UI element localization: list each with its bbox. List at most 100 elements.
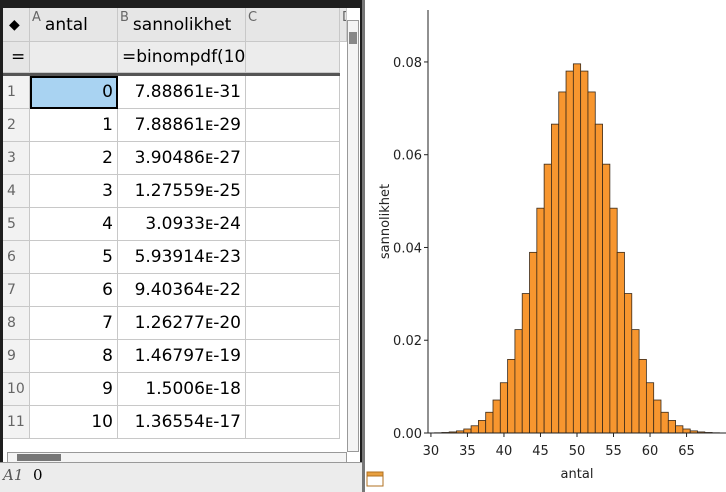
bar — [667, 420, 677, 434]
cell-sannolikhet: 3.0933ᴇ-24 — [118, 208, 246, 241]
column-name: sannolikhet — [132, 15, 232, 35]
column-letter: B — [120, 10, 129, 25]
chart: 0.00 0.02 0.04 0.06 0.08 30 35 40 45 50 55 60 65 anta… — [366, 10, 726, 487]
cell-sannolikhet: 1.46797ᴇ-19 — [118, 340, 246, 373]
row-number: 3 — [3, 142, 30, 175]
bar — [485, 411, 494, 434]
bar — [645, 382, 655, 434]
y-tick-label: 0.02 — [393, 334, 422, 349]
cell-antal: 9 — [30, 373, 118, 406]
cell-c — [246, 274, 340, 307]
column-name: antal — [44, 15, 88, 35]
cell-c — [246, 373, 340, 406]
x-axis-label: antal — [561, 467, 594, 482]
bar — [638, 358, 647, 434]
cell-c — [246, 406, 340, 439]
y-tick-label: 0.04 — [393, 241, 422, 256]
cell-antal: 2 — [30, 142, 118, 175]
bar — [507, 358, 516, 434]
spreadsheet: ◆AantalBsannolikhetCD==binompdf(10107.88… — [0, 0, 363, 492]
cell-antal: 7 — [30, 307, 118, 340]
cell-sannolikhet: 1.5006ᴇ-18 — [118, 373, 246, 406]
bar — [492, 399, 501, 434]
row-number: 5 — [3, 208, 30, 241]
bar — [551, 123, 560, 434]
vertical-scrollbar — [347, 20, 359, 452]
row-number: 2 — [3, 109, 30, 142]
x-tick-label: 65 — [678, 444, 695, 459]
status-value: 0 — [33, 466, 43, 484]
bar — [514, 329, 523, 434]
cell-sannolikhet: 1.27559ᴇ-25 — [118, 175, 246, 208]
bar — [477, 420, 487, 434]
formula-c — [246, 42, 340, 73]
column-header: D — [340, 8, 347, 42]
bar — [594, 123, 603, 434]
icon-part — [366, 471, 384, 477]
bar — [580, 70, 589, 434]
bar — [529, 251, 538, 434]
bar — [572, 63, 582, 434]
cell-antal: 1 — [30, 109, 118, 142]
cell-c — [246, 142, 340, 175]
cell-sannolikhet: 7.88861ᴇ-29 — [118, 109, 246, 142]
cell-sannolikhet: 1.36554ᴇ-17 — [118, 406, 246, 439]
formula-b: =binompdf(10 — [118, 42, 246, 73]
cell-sannolikhet: 3.90486ᴇ-27 — [118, 142, 246, 175]
column-header: C — [246, 8, 340, 42]
bar — [521, 293, 530, 434]
bar — [536, 207, 545, 434]
x-tick-label: 30 — [423, 444, 440, 459]
y-tick-label: 0.00 — [393, 427, 422, 442]
cell-sannolikhet: 9.40364ᴇ-22 — [118, 274, 246, 307]
row-number: 6 — [3, 241, 30, 274]
cell-c — [246, 76, 340, 109]
bar — [499, 382, 509, 434]
cell-c — [246, 109, 340, 142]
bar — [653, 399, 662, 434]
row-number: 9 — [3, 340, 30, 373]
cell-antal: 4 — [30, 208, 118, 241]
x-tick-label: 40 — [496, 444, 513, 459]
cell-c — [246, 175, 340, 208]
divider — [362, 0, 365, 492]
bar — [624, 293, 633, 434]
bar — [470, 425, 479, 434]
cell-sannolikhet: 5.93914ᴇ-23 — [118, 241, 246, 274]
row-number: 8 — [3, 307, 30, 340]
cell-c — [246, 241, 340, 274]
cell-sannolikhet: 1.26277ᴇ-20 — [118, 307, 246, 340]
bar — [616, 251, 625, 434]
bar — [587, 91, 596, 434]
header-separator — [3, 73, 340, 76]
scroll-thumb — [349, 32, 357, 44]
bar — [602, 163, 611, 434]
x-tick-label: 45 — [532, 444, 549, 459]
cell-c — [246, 340, 340, 373]
bar — [565, 70, 574, 434]
cell-antal: 8 — [30, 340, 118, 373]
status-bar — [0, 462, 363, 492]
table-icon — [366, 471, 384, 487]
column-letter: C — [248, 10, 258, 25]
cell-antal: 10 — [30, 406, 118, 439]
bar — [660, 411, 669, 434]
y-tick-label: 0.06 — [393, 149, 422, 164]
x-tick-label: 55 — [605, 444, 622, 459]
x-tick-label: 35 — [459, 444, 476, 459]
cell-antal: 0 — [30, 76, 118, 109]
y-axis-label: sannolikhet — [378, 184, 393, 259]
bar — [463, 428, 472, 434]
bar — [609, 207, 618, 434]
bar — [543, 163, 552, 434]
row-number: 7 — [3, 274, 30, 307]
row-number: 4 — [3, 175, 30, 208]
x-tick-label: 50 — [569, 444, 586, 459]
x-tick-label: 60 — [642, 444, 659, 459]
formula-marker: = — [3, 42, 30, 73]
y-tick-label: 0.08 — [393, 56, 422, 71]
cell-antal: 5 — [30, 241, 118, 274]
status-cell: A1 — [3, 466, 24, 484]
